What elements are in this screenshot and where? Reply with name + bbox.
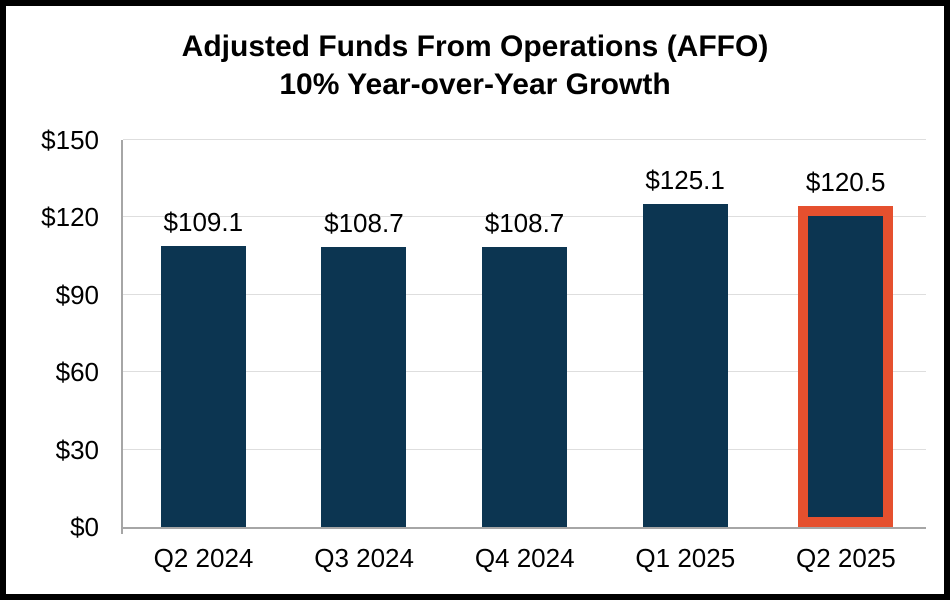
y-tick-label-120: $120 <box>41 202 99 233</box>
chart-subtitle: 10% Year-over-Year Growth <box>279 68 671 101</box>
x-tick-label-q4-2024: Q4 2024 <box>474 543 575 573</box>
y-tick-label-30: $30 <box>55 434 99 465</box>
x-tick-label-q2-2025: Q2 2025 <box>796 543 896 573</box>
gridline-150 <box>123 139 926 140</box>
value-label-q2-2024: $109.1 <box>163 206 244 237</box>
y-tick-label-90: $90 <box>55 279 99 310</box>
bar-q4-2024 <box>482 246 567 527</box>
chart-title-block: Adjusted Funds From Operations (AFFO) 10… <box>6 28 944 104</box>
y-tick-label-0: $0 <box>70 512 99 542</box>
y-axis-line <box>121 140 123 534</box>
y-tick-label-60: $60 <box>55 357 99 388</box>
value-label-q3-2024: $108.7 <box>324 207 404 238</box>
x-tick-label-q1-2025: Q1 2025 <box>635 543 736 573</box>
bar-q2-2024 <box>160 245 246 527</box>
y-tick-label-150: $150 <box>41 125 99 155</box>
bar-q1-2025 <box>642 204 728 527</box>
value-label-q1-2025: $125.1 <box>645 165 725 196</box>
value-label-q2-2025: $120.5 <box>805 167 886 198</box>
bar-q2-2025 <box>798 206 894 527</box>
bar-q3-2024 <box>321 246 407 527</box>
x-tick-label-q3-2024: Q3 2024 <box>314 543 414 573</box>
plot-area: $109.1 $108.7 $108.7 $125.1 $120.5 <box>121 139 926 534</box>
value-label-q4-2024: $108.7 <box>484 207 565 238</box>
x-tick-label-q2-2024: Q2 2024 <box>153 543 254 573</box>
gridline-120 <box>123 216 926 218</box>
x-axis-line <box>121 527 926 529</box>
chart-title: Adjusted Funds From Operations (AFFO) <box>181 30 769 63</box>
